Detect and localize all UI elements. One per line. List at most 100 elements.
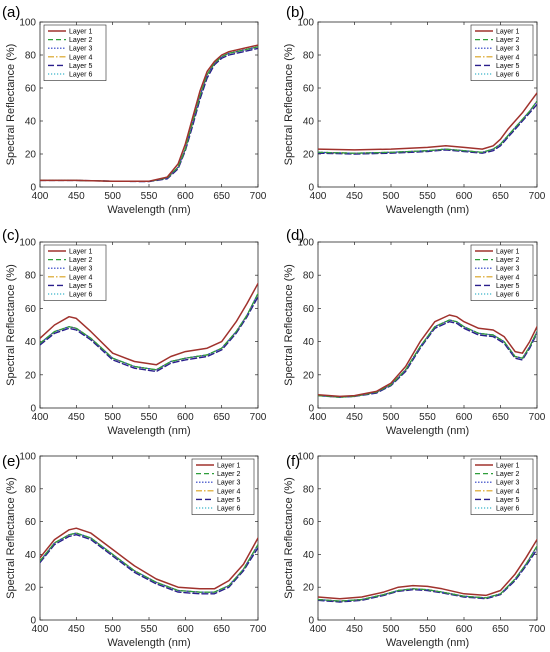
legend-entry-label: Layer 2 bbox=[217, 471, 240, 478]
legend-entry-label: Layer 1 bbox=[217, 463, 240, 470]
y-tick-label: 80 bbox=[25, 271, 37, 282]
x-tick-label: 700 bbox=[529, 624, 546, 635]
series-line-layer-5 bbox=[318, 321, 537, 398]
x-tick-label: 650 bbox=[213, 624, 230, 635]
x-tick-label: 400 bbox=[32, 412, 49, 423]
x-axis-title: Wavelength (nm) bbox=[107, 204, 190, 216]
x-tick-label: 550 bbox=[141, 191, 158, 202]
x-tick-label: 450 bbox=[346, 624, 363, 635]
series-lines bbox=[318, 314, 537, 398]
legend-box bbox=[470, 458, 534, 515]
x-tick-label: 450 bbox=[346, 412, 363, 423]
x-tick-label: 700 bbox=[529, 412, 546, 423]
chart-panel-d: (d) 400 450 500 550 600 650 700 0 20 40 60 80 100 Wave… bbox=[283, 227, 546, 437]
y-tick-label: 100 bbox=[297, 18, 314, 29]
x-tick-label: 650 bbox=[492, 624, 509, 635]
x-axis-title: Wavelength (nm) bbox=[386, 425, 469, 437]
y-tick-label: 40 bbox=[25, 337, 37, 348]
x-tick-label: 600 bbox=[456, 412, 473, 423]
legend-entry-label: Layer 3 bbox=[217, 480, 240, 487]
series-line-layer-2 bbox=[318, 100, 537, 154]
y-axis-title: Spectral Reflectance (%) bbox=[5, 44, 17, 166]
panel-label: (a) bbox=[2, 4, 20, 21]
y-tick-label: 60 bbox=[25, 517, 37, 528]
legend-box bbox=[191, 458, 255, 515]
y-axis-title: Spectral Reflectance (%) bbox=[283, 264, 295, 386]
series-line-layer-1 bbox=[40, 527, 258, 590]
x-tick-label: 400 bbox=[310, 191, 327, 202]
x-tick-label: 700 bbox=[250, 624, 267, 635]
legend-entry-label: Layer 4 bbox=[496, 54, 519, 61]
y-tick-label: 0 bbox=[308, 404, 314, 415]
panel-label: (b) bbox=[286, 4, 304, 21]
y-tick-label: 20 bbox=[303, 370, 315, 381]
series-line-layer-1 bbox=[318, 92, 537, 151]
x-axis-title: Wavelength (nm) bbox=[386, 204, 469, 216]
x-tick-label: 600 bbox=[456, 191, 473, 202]
y-tick-label: 20 bbox=[25, 370, 37, 381]
y-tick-label: 100 bbox=[19, 238, 36, 249]
series-line-layer-1 bbox=[318, 538, 537, 600]
x-tick-label: 650 bbox=[492, 191, 509, 202]
y-tick-label: 20 bbox=[25, 150, 37, 161]
legend-entry-label: Layer 4 bbox=[496, 488, 519, 495]
legend-entry-label: Layer 6 bbox=[496, 506, 519, 513]
legend-entry-label: Layer 1 bbox=[69, 29, 92, 36]
panel-label: (c) bbox=[2, 227, 20, 244]
y-tick-label: 20 bbox=[303, 583, 315, 594]
x-tick-label: 700 bbox=[529, 191, 546, 202]
series-line-layer-2 bbox=[40, 532, 258, 593]
legend-entry-label: Layer 1 bbox=[69, 249, 92, 256]
y-tick-label: 40 bbox=[25, 117, 37, 128]
y-tick-label: 0 bbox=[30, 183, 36, 194]
series-line-layer-2 bbox=[318, 319, 537, 398]
legend-entry-label: Layer 1 bbox=[496, 463, 519, 470]
chart-panel-b: (b) 400 450 500 550 600 650 700 0 20 40 60 80 100 Wave… bbox=[283, 4, 546, 216]
x-tick-label: 500 bbox=[383, 412, 400, 423]
legend-entry-label: Layer 6 bbox=[69, 292, 92, 299]
legend-box bbox=[43, 244, 107, 301]
legend-entry-label: Layer 1 bbox=[496, 29, 519, 36]
y-tick-label: 20 bbox=[25, 583, 37, 594]
legend-entry-label: Layer 2 bbox=[69, 257, 92, 264]
y-tick-label: 40 bbox=[303, 117, 315, 128]
legend-entry-label: Layer 3 bbox=[496, 266, 519, 273]
y-tick-label: 60 bbox=[25, 84, 37, 95]
chart-panel-c: (c) 400 450 500 550 600 650 700 0 20 40 60 80 100 Wave… bbox=[2, 227, 267, 437]
legend-entry-label: Layer 4 bbox=[69, 274, 92, 281]
x-axis-title: Wavelength (nm) bbox=[386, 637, 469, 649]
series-lines bbox=[318, 538, 537, 603]
x-tick-label: 450 bbox=[68, 412, 85, 423]
legend-entry-label: Layer 3 bbox=[69, 266, 92, 273]
series-lines bbox=[318, 92, 537, 155]
series-line-layer-1 bbox=[318, 314, 537, 398]
legend-box bbox=[470, 244, 534, 301]
legend-entry-label: Layer 5 bbox=[496, 283, 519, 290]
y-axis-title: Spectral Reflectance (%) bbox=[5, 477, 17, 599]
series-line-layer-2 bbox=[40, 292, 258, 371]
series-line-layer-5 bbox=[318, 548, 537, 603]
series-line-layer-1 bbox=[40, 282, 258, 366]
y-tick-label: 100 bbox=[297, 238, 314, 249]
y-tick-label: 60 bbox=[25, 304, 37, 315]
legend-entry-label: Layer 5 bbox=[496, 497, 519, 504]
x-tick-label: 450 bbox=[68, 624, 85, 635]
x-axis-title: Wavelength (nm) bbox=[107, 425, 190, 437]
x-tick-label: 650 bbox=[213, 191, 230, 202]
x-tick-label: 600 bbox=[177, 412, 194, 423]
y-axis-title: Spectral Reflectance (%) bbox=[283, 477, 295, 599]
x-tick-label: 400 bbox=[32, 624, 49, 635]
legend-entry-label: Layer 6 bbox=[217, 506, 240, 513]
x-tick-label: 500 bbox=[104, 624, 121, 635]
legend-entry-label: Layer 5 bbox=[69, 283, 92, 290]
y-tick-label: 40 bbox=[303, 550, 315, 561]
x-tick-label: 600 bbox=[177, 191, 194, 202]
x-tick-label: 650 bbox=[213, 412, 230, 423]
series-lines bbox=[40, 527, 258, 595]
y-axis-title: Spectral Reflectance (%) bbox=[283, 44, 295, 166]
legend-entry-label: Layer 2 bbox=[496, 471, 519, 478]
legend-box bbox=[470, 24, 534, 81]
legend-entry-label: Layer 3 bbox=[496, 480, 519, 487]
y-axis-title: Spectral Reflectance (%) bbox=[5, 264, 17, 386]
